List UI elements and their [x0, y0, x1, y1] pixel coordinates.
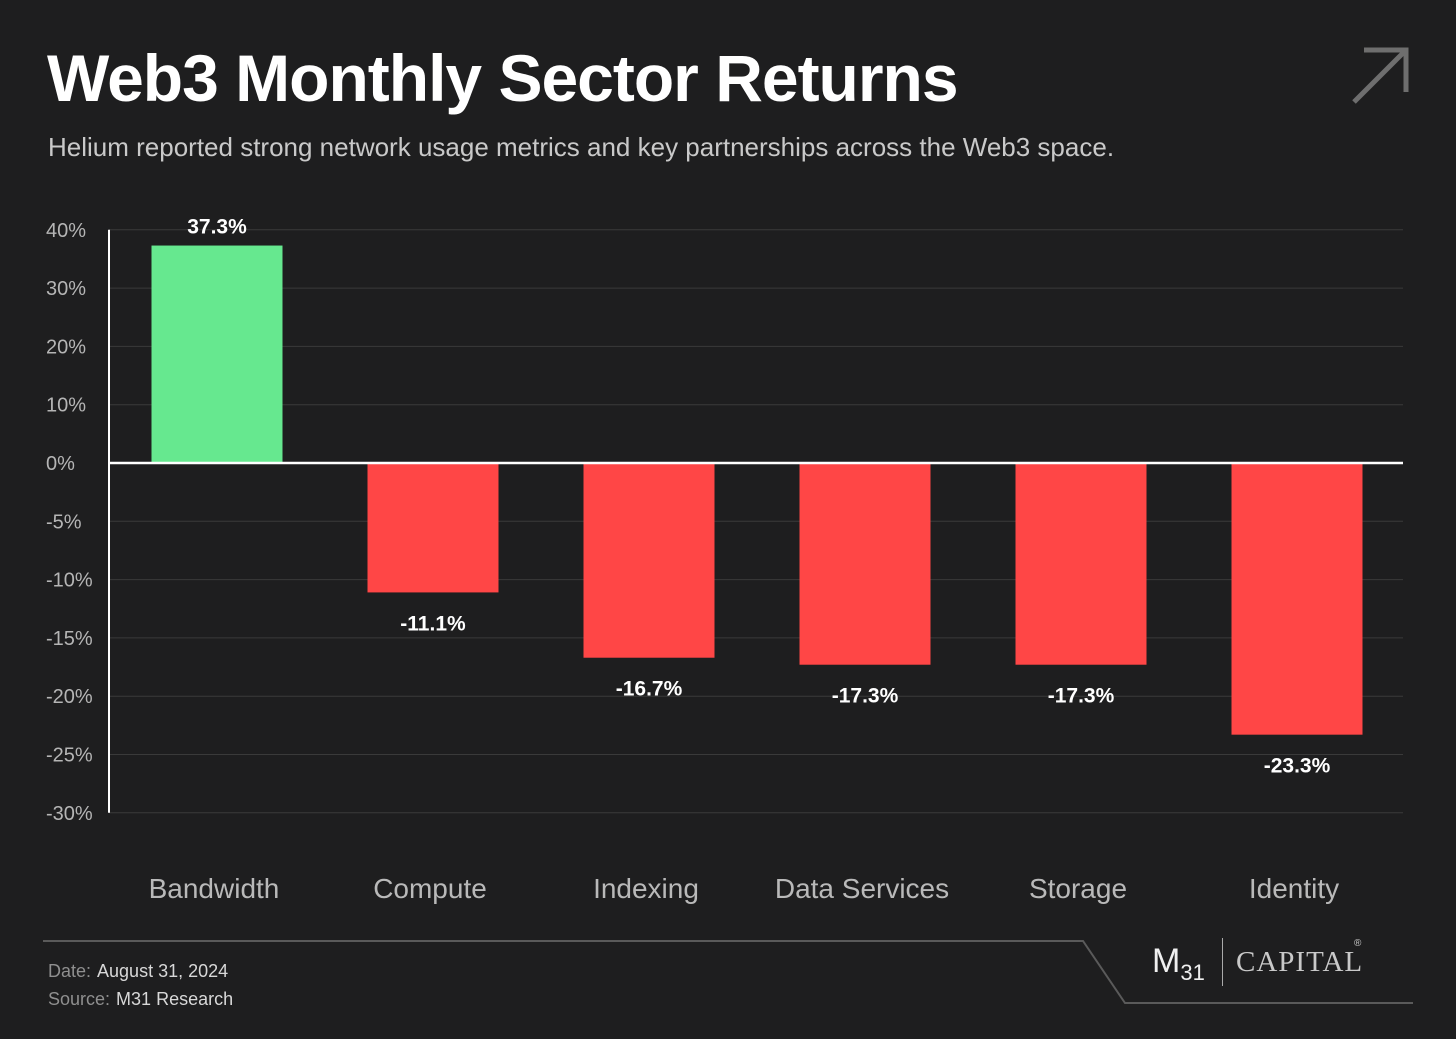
y-tick-label: -5%: [46, 511, 82, 533]
x-category-label: Indexing: [593, 873, 699, 904]
data-label: -17.3%: [832, 685, 899, 708]
bar-indexing: [583, 463, 715, 658]
y-tick-label: -10%: [46, 570, 93, 592]
x-category-label: Identity: [1249, 873, 1339, 904]
data-label: 37.3%: [187, 216, 247, 239]
data-label: -23.3%: [1264, 755, 1331, 778]
x-category-label: Storage: [1029, 873, 1127, 904]
logo-separator: [1222, 938, 1223, 986]
x-category-label: Bandwidth: [149, 873, 280, 904]
y-tick-label: 30%: [46, 278, 86, 300]
bar-bandwidth: [151, 245, 283, 463]
date-row: Date: August 31, 2024: [48, 961, 228, 982]
data-label: -11.1%: [400, 612, 466, 635]
y-tick-label: 40%: [46, 220, 86, 242]
y-tick-label: 10%: [46, 395, 86, 417]
x-category-label: Data Services: [775, 873, 949, 904]
bar-identity: [1231, 463, 1363, 735]
data-label: -16.7%: [616, 678, 683, 701]
bar-chart: 40% 30% 20% 10% 0% -5% -10% -15% -20% -25% -30% 37.…: [46, 216, 1403, 904]
x-category-label: Compute: [373, 873, 487, 904]
y-tick-label: -20%: [46, 686, 93, 708]
bar-data-services: [799, 463, 931, 665]
chart-title: Web3 Monthly Sector Returns: [47, 41, 959, 115]
date-value: August 31, 2024: [97, 961, 229, 981]
y-tick-label: 0%: [46, 453, 75, 475]
y-tick-label: -25%: [46, 745, 93, 767]
source-label: Source:: [48, 989, 111, 1009]
bar-storage: [1015, 463, 1147, 665]
bar-compute: [367, 463, 499, 593]
date-label: Date:: [48, 961, 92, 981]
source-value: M31 Research: [116, 989, 234, 1009]
source-row: Source: M31 Research: [48, 989, 233, 1010]
logo-m31: M31: [1152, 942, 1205, 985]
y-tick-label: 20%: [46, 336, 86, 358]
y-tick-label: -30%: [46, 803, 93, 825]
data-label: -17.3%: [1048, 685, 1115, 708]
y-tick-label: -15%: [46, 628, 93, 650]
arrow-up-right-icon: [1352, 47, 1409, 104]
logo-registered-mark: ®: [1354, 938, 1362, 949]
logo-capital: CAPITAL: [1236, 946, 1364, 978]
chart-subtitle: Helium reported strong network usage met…: [48, 132, 1115, 162]
